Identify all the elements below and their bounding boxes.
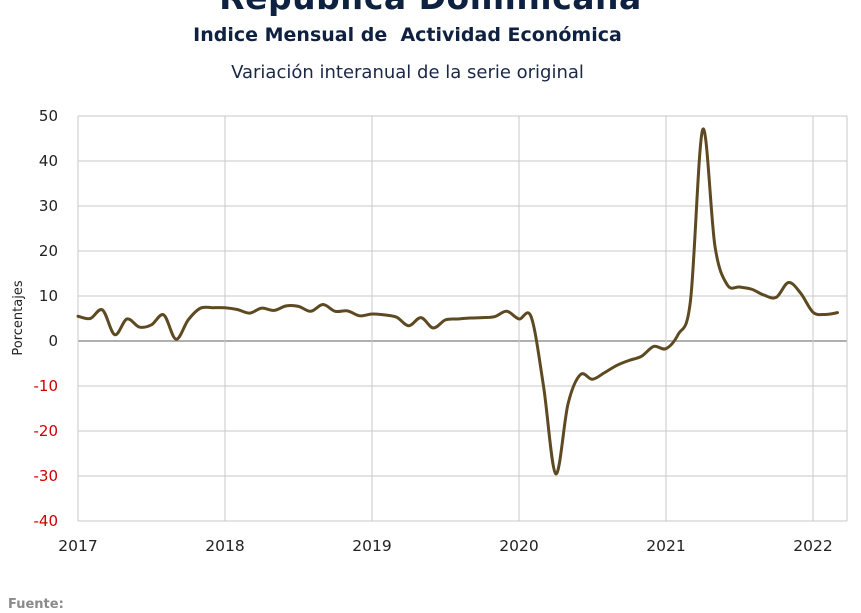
- data-point: [517, 317, 521, 321]
- data-point: [566, 402, 570, 406]
- y-axis-ticks: 50 40 30 20 10 0 -10 -20 -30 -40: [34, 107, 59, 530]
- data-point: [775, 296, 778, 299]
- data-point: [125, 317, 129, 321]
- y-tick-label: 10: [39, 287, 58, 305]
- y-tick-label: 40: [39, 152, 58, 170]
- x-tick-label: 2020: [499, 537, 538, 555]
- series-line: [76, 127, 839, 476]
- data-point: [738, 285, 741, 289]
- y-tick-label: -20: [34, 422, 59, 440]
- data-point: [150, 323, 153, 326]
- y-tick-label: -30: [34, 467, 59, 485]
- data-point: [836, 311, 839, 314]
- data-point: [419, 316, 423, 319]
- data-point: [652, 345, 655, 348]
- data-point: [468, 316, 472, 320]
- data-point: [272, 309, 276, 312]
- data-point: [432, 326, 435, 330]
- data-point: [824, 313, 827, 316]
- data-point: [395, 315, 398, 319]
- x-tick-label: 2021: [646, 537, 685, 555]
- x-tick-label: 2017: [58, 537, 97, 555]
- data-point: [689, 299, 692, 302]
- line-chart: 50 40 30 20 10 0 -10 -20 -30 -40 2017 2018 2019 2020…: [11, 107, 848, 555]
- data-point: [383, 313, 386, 317]
- data-point: [138, 325, 141, 329]
- data-point: [407, 324, 410, 327]
- data-point: [358, 314, 361, 317]
- data-point: [89, 317, 92, 320]
- data-point: [370, 312, 374, 316]
- y-tick-label: -10: [34, 377, 59, 395]
- data-point: [223, 306, 227, 309]
- data-point: [174, 338, 178, 341]
- data-point: [554, 472, 557, 475]
- page-subtitle: Indice Mensual de Actividad Económica: [193, 24, 622, 46]
- y-tick-label: -40: [34, 512, 59, 530]
- data-point: [101, 308, 104, 312]
- data-point: [762, 293, 766, 297]
- y-tick-label: 20: [39, 242, 58, 260]
- data-point: [579, 373, 582, 376]
- chart-series: [76, 127, 839, 476]
- data-point: [162, 313, 165, 317]
- y-axis-label: Porcentajes: [11, 280, 26, 355]
- data-point: [530, 315, 533, 319]
- x-tick-label: 2018: [205, 537, 244, 555]
- chart-grid: [77, 115, 848, 522]
- data-point: [628, 359, 631, 362]
- data-point: [236, 308, 239, 311]
- data-point: [321, 303, 325, 306]
- data-point: [481, 316, 484, 319]
- data-point: [76, 315, 80, 318]
- data-point: [199, 306, 202, 310]
- data-point: [640, 355, 643, 358]
- data-point: [615, 364, 619, 367]
- data-point: [505, 310, 508, 313]
- chart-title: Variación interanual de la serie origina…: [231, 62, 584, 83]
- x-tick-label: 2022: [793, 537, 832, 555]
- data-point: [750, 288, 753, 291]
- data-point: [701, 128, 704, 131]
- data-point: [334, 310, 337, 313]
- data-point: [309, 310, 312, 313]
- y-tick-label: 50: [39, 107, 58, 125]
- data-point: [346, 309, 349, 313]
- data-point: [211, 306, 214, 309]
- data-point: [297, 305, 300, 308]
- data-point: [811, 311, 815, 314]
- data-point: [603, 371, 606, 374]
- data-point: [248, 311, 251, 315]
- data-point: [591, 378, 594, 381]
- data-point: [260, 306, 263, 310]
- data-point: [726, 283, 729, 286]
- data-point: [542, 384, 545, 388]
- source-label: Fuente:: [8, 597, 64, 612]
- data-point: [799, 292, 802, 295]
- page-title: República Dominicana: [0, 0, 861, 17]
- data-point: [664, 347, 668, 350]
- data-point: [493, 315, 496, 318]
- y-tick-label: 0: [48, 332, 58, 350]
- data-point: [187, 318, 190, 322]
- data-point: [456, 317, 459, 321]
- y-tick-label: 30: [39, 197, 58, 215]
- data-point: [677, 333, 680, 336]
- data-point: [713, 245, 717, 248]
- data-point: [113, 333, 116, 336]
- x-tick-label: 2019: [352, 537, 391, 555]
- x-axis-ticks: 2017 2018 2019 2020 2021 2022: [58, 537, 832, 555]
- data-point: [444, 318, 447, 322]
- data-point: [285, 304, 288, 308]
- data-point: [787, 281, 790, 284]
